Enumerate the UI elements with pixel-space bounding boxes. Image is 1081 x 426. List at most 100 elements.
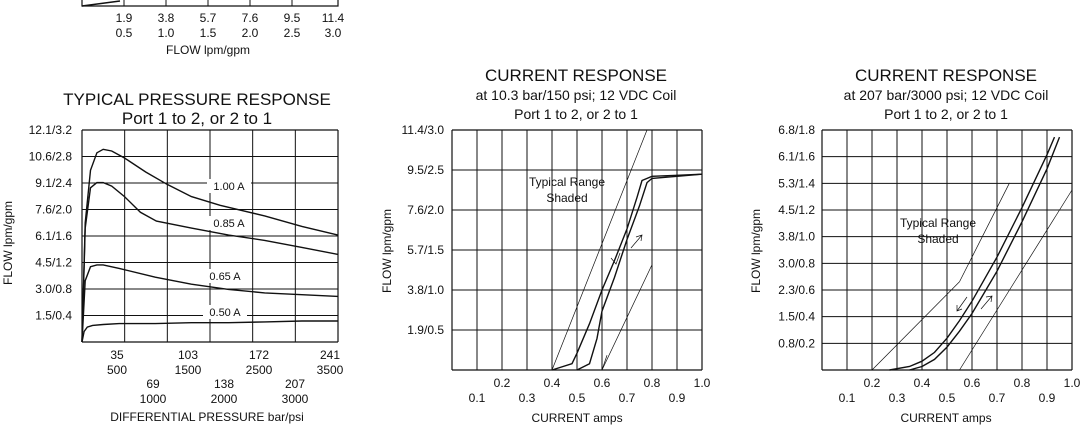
fragment-tick: 7.6 <box>242 11 259 25</box>
fragment-tick: 1.5 <box>200 26 217 40</box>
series-label: 1.00 A <box>213 181 245 193</box>
x-tick-label: 0.1 <box>839 391 856 405</box>
series-label-bg <box>203 269 247 283</box>
y-tick-label: 3.8/1.0 <box>407 283 444 297</box>
x-tick-label: 0.4 <box>544 376 561 390</box>
series-label: 0.65 A <box>209 271 241 283</box>
y-axis-label: FLOW lpm/gpm <box>380 209 394 293</box>
fragment-tick: 11.4 <box>322 11 345 25</box>
x-tick-label-bar: 207 <box>285 377 305 391</box>
fragment-curve <box>81 0 121 7</box>
fragment-tick: 2.5 <box>284 26 301 40</box>
series-label: 0.50 A <box>209 307 241 319</box>
series-lines <box>81 148 339 343</box>
x-tick-label-bar: 69 <box>146 377 160 391</box>
fragment-tick: 3.8 <box>158 11 175 25</box>
series-label: 0.85 A <box>213 218 245 230</box>
y-tick-label: 6.8/1.8 <box>778 123 815 137</box>
tick-labels: 1.9/0.5 3.8/1.0 5.7/1.5 7.6/2.0 9.5/2.5 11.4/… <box>402 123 711 405</box>
fragment-tick: 1.0 <box>158 26 175 40</box>
series-line <box>81 181 339 343</box>
series-line <box>576 173 703 371</box>
y-tick-label: 3.0/0.8 <box>35 282 72 296</box>
fragment-tick: 3.0 <box>325 26 342 40</box>
chart-title: CURRENT RESPONSE <box>855 66 1037 85</box>
series-labels: 1.00 A 0.85 A 0.65 A 0.50 A <box>203 179 251 319</box>
x-tick-label: 0.5 <box>569 391 586 405</box>
annotation-line-2: Shaded <box>546 191 587 205</box>
y-axis-label: FLOW lpm/gpm <box>1 201 15 285</box>
x-axis-label: CURRENT amps <box>531 411 622 425</box>
chart-subtitle: Port 1 to 2, or 2 to 1 <box>122 109 272 128</box>
x-tick-label-psi: 2000 <box>211 392 238 406</box>
series-line <box>909 136 1061 371</box>
x-tick-label: 1.0 <box>694 376 711 390</box>
fragment-frame <box>81 0 339 7</box>
range-bound-line <box>959 189 1073 371</box>
y-tick-label: 1.9/0.5 <box>407 323 444 337</box>
fragment-tick: 9.5 <box>284 11 301 25</box>
x-tick-label-bar: 138 <box>214 377 234 391</box>
y-tick-label: 11.4/3.0 <box>402 123 445 137</box>
chart-title: CURRENT RESPONSE <box>485 66 667 85</box>
chart-subtitle-1: at 10.3 bar/150 psi; 12 VDC Coil <box>476 87 677 103</box>
x-tick-label: 0.5 <box>939 391 956 405</box>
y-tick-label: 5.3/1.4 <box>778 176 815 190</box>
series-label-bg <box>203 305 247 319</box>
x-tick-label: 0.9 <box>669 391 686 405</box>
chart-subtitle-2: Port 1 to 2, or 2 to 1 <box>514 106 638 122</box>
pressure-response-chart: TYPICAL PRESSURE RESPONSE Port 1 to 2, o… <box>1 90 344 424</box>
y-tick-label: 5.7/1.5 <box>407 243 444 257</box>
y-tick-label: 3.8/1.0 <box>778 230 815 244</box>
y-tick-label: 0.8/0.2 <box>778 336 815 350</box>
current-response-chart-low-pressure: CURRENT RESPONSE at 10.3 bar/150 psi; 12… <box>380 66 711 425</box>
x-tick-label-psi: 500 <box>107 363 127 377</box>
x-tick-label-bar: 172 <box>249 348 269 362</box>
up-arrow-icon <box>630 234 643 249</box>
x-tick-label-bar: 241 <box>320 348 340 362</box>
x-tick-label: 0.6 <box>594 376 611 390</box>
fragment-tick: 0.5 <box>116 26 133 40</box>
y-tick-label: 6.1/1.6 <box>35 229 72 243</box>
y-tick-label: 9.1/2.4 <box>35 176 72 190</box>
x-tick-label: 1.0 <box>1064 376 1081 390</box>
tick-labels: 0.8/0.2 1.5/0.4 2.3/0.6 3.0/0.8 3.8/1.0 4.5/1… <box>778 123 1080 405</box>
annotation-line-2: Shaded <box>917 232 958 246</box>
x-axis-label: CURRENT amps <box>900 411 991 425</box>
range-bound-line <box>551 129 648 371</box>
x-tick-label: 0.6 <box>964 376 981 390</box>
grid <box>451 129 703 371</box>
top-fragment: 1.9 3.8 5.7 7.6 9.5 11.4 0.5 1.0 1.5 2.0… <box>81 0 345 57</box>
range-bound-line <box>959 182 1010 282</box>
x-tick-label-psi: 1000 <box>140 392 167 406</box>
x-tick-label-bar: 103 <box>178 348 198 362</box>
x-tick-label: 0.3 <box>519 391 536 405</box>
up-arrow-icon <box>980 295 993 310</box>
x-tick-label-bar: 35 <box>110 348 124 362</box>
x-tick-label: 0.7 <box>619 391 636 405</box>
fragment-tick: 5.7 <box>200 11 217 25</box>
series-line <box>889 136 1056 371</box>
x-tick-label: 0.2 <box>864 376 881 390</box>
chart-title: TYPICAL PRESSURE RESPONSE <box>63 90 331 109</box>
down-arrow-icon <box>610 252 621 265</box>
range-bound-line <box>601 355 608 371</box>
x-tick-label: 0.8 <box>644 376 661 390</box>
series-line <box>81 264 339 343</box>
range-bound-line <box>871 281 960 371</box>
y-tick-label: 6.1/1.6 <box>778 150 815 164</box>
x-tick-label: 0.3 <box>889 391 906 405</box>
series-lines <box>551 129 703 371</box>
series-line <box>81 148 339 343</box>
annotation-line-1: Typical Range <box>900 216 976 230</box>
tick-labels: 1.5/0.4 3.0/0.8 4.5/1.2 6.1/1.6 7.6/2.0 9.1/2… <box>29 123 344 406</box>
y-tick-label: 7.6/2.0 <box>407 203 444 217</box>
series-label-bg <box>207 216 251 230</box>
series-line <box>551 173 703 371</box>
x-tick-label: 0.8 <box>1014 376 1031 390</box>
y-tick-label: 3.0/0.8 <box>778 256 815 270</box>
x-tick-label: 0.9 <box>1039 391 1056 405</box>
x-tick-label: 0.7 <box>989 391 1006 405</box>
y-tick-label: 1.5/0.4 <box>778 310 815 324</box>
x-tick-label-psi: 3000 <box>282 392 309 406</box>
